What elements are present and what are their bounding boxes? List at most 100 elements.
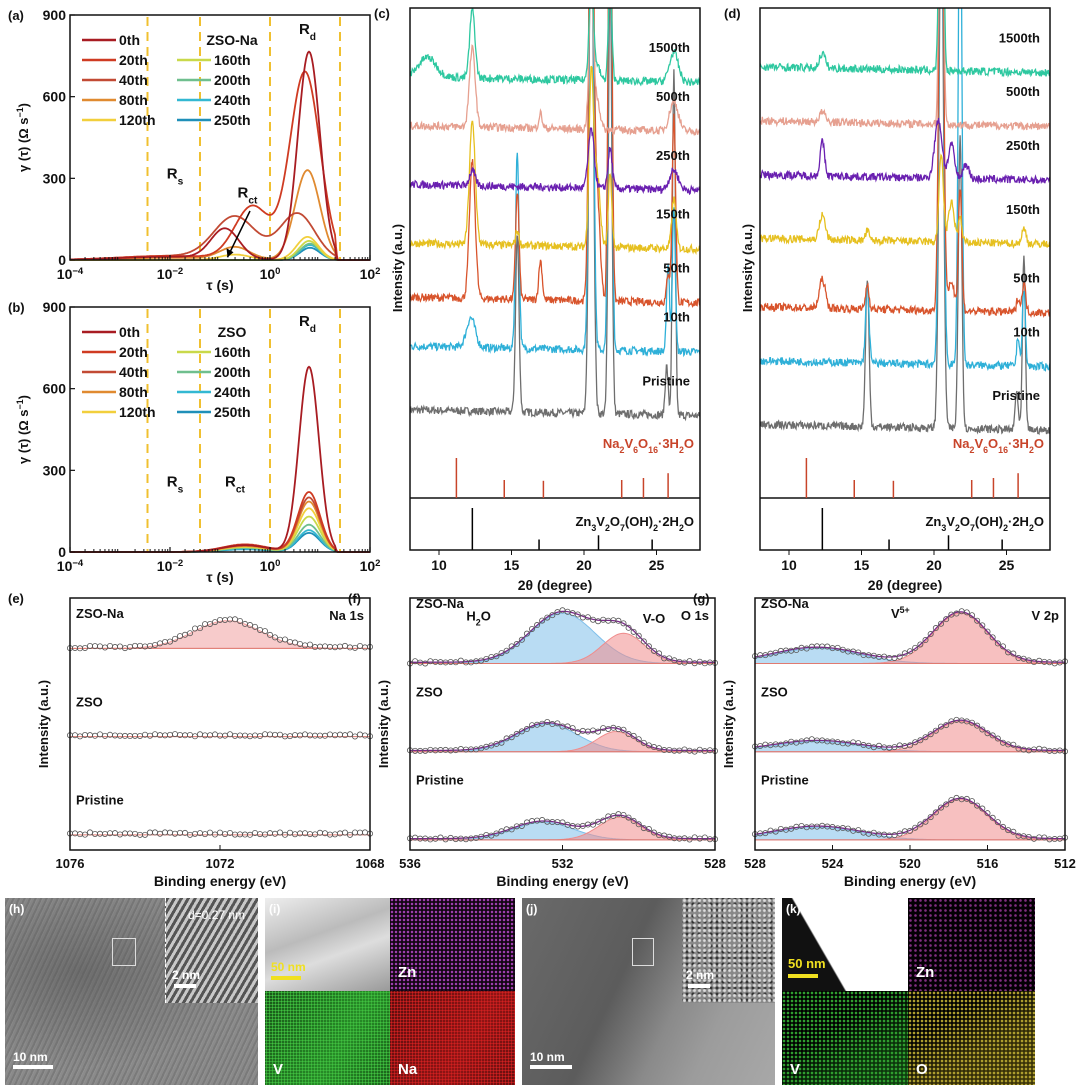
data-point xyxy=(932,625,939,632)
data-point xyxy=(291,831,298,838)
trace-label-10th: 10th xyxy=(1013,324,1040,339)
data-point xyxy=(136,732,143,739)
data-point xyxy=(943,801,950,808)
x-tick-label: 10−2 xyxy=(157,558,183,575)
xrd-trace-500th xyxy=(760,8,1050,131)
data-point xyxy=(625,814,632,821)
data-point xyxy=(102,830,109,837)
data-point xyxy=(483,655,490,662)
data-point xyxy=(645,826,652,833)
x-axis-label: Binding energy (eV) xyxy=(844,873,976,889)
region-label: Rct xyxy=(238,184,259,206)
trace-label-50th: 50th xyxy=(1013,270,1040,285)
y-axis-label: γ (τ) (Ω s−1) xyxy=(15,103,31,172)
scale-bar-k xyxy=(788,974,818,978)
peak-annotation: H2O xyxy=(466,609,490,628)
panel-label-k: (k) xyxy=(786,902,801,916)
series-line-0th xyxy=(69,50,370,261)
data-point xyxy=(600,817,607,824)
data-point xyxy=(917,821,924,828)
data-point xyxy=(221,831,228,838)
data-point xyxy=(845,825,852,832)
data-point xyxy=(437,834,444,841)
fit-envelope xyxy=(754,797,1065,840)
data-point xyxy=(656,745,663,752)
data-point xyxy=(201,732,208,739)
sample-label-ZSO-Na: ZSO-Na xyxy=(761,596,809,611)
data-point xyxy=(216,732,223,739)
hrtem-inset-h: d=0.27 nm 2 nm xyxy=(165,898,258,1003)
data-point xyxy=(870,829,877,836)
data-point xyxy=(907,827,914,834)
data-point xyxy=(834,644,841,651)
panel-label-h: (h) xyxy=(9,902,25,916)
y-axis-label: Intensity (a.u.) xyxy=(740,224,755,312)
data-point xyxy=(943,722,950,729)
data-point xyxy=(1020,655,1027,662)
trace-label-10th: 10th xyxy=(663,310,690,325)
data-point xyxy=(266,631,273,638)
data-point xyxy=(922,637,929,644)
x-tick-label: 15 xyxy=(854,557,870,573)
legend-label-200th: 200th xyxy=(214,364,251,380)
zoom-region-box xyxy=(112,938,136,966)
panel-label-e: (e) xyxy=(8,591,24,606)
data-point xyxy=(346,644,353,651)
data-point xyxy=(901,650,908,657)
x-tick-label: 25 xyxy=(649,557,665,573)
data-point xyxy=(518,728,525,735)
data-point xyxy=(151,829,158,836)
x-axis-label: τ (s) xyxy=(206,277,233,293)
data-point xyxy=(306,641,313,648)
data-point xyxy=(922,734,929,741)
data-point xyxy=(281,636,288,643)
x-tick-label: 15 xyxy=(504,557,520,573)
x-tick-label: 20 xyxy=(926,557,942,573)
legend-label-20th: 20th xyxy=(119,344,148,360)
data-point xyxy=(772,828,779,835)
data-point xyxy=(595,728,602,735)
data-point xyxy=(141,831,148,838)
data-point xyxy=(590,821,597,828)
map-label-o-k: O xyxy=(916,1061,928,1078)
hrtem-inset-j: 2 nm xyxy=(682,898,775,1003)
data-point xyxy=(554,609,561,616)
data-point xyxy=(932,809,939,816)
xrd-trace-500th xyxy=(410,8,700,137)
xrd-trace-1500th xyxy=(410,8,700,87)
data-point xyxy=(896,742,903,749)
panel-b: (b) 0 300 600 900 10−4 10−2 100 102 τ (s) γ (τ) (Ω… xyxy=(8,299,380,585)
data-point xyxy=(938,620,945,627)
x-tick-label: 520 xyxy=(899,856,921,871)
data-point xyxy=(590,727,597,734)
panel-label-j: (j) xyxy=(526,902,538,916)
region-label: Rct xyxy=(225,474,246,496)
data-point xyxy=(518,822,525,829)
x-tick-label: 516 xyxy=(977,856,999,871)
xrd-trace-50th xyxy=(760,8,1050,319)
data-point xyxy=(261,628,268,635)
data-point xyxy=(994,819,1001,826)
data-point xyxy=(917,737,924,744)
data-point xyxy=(824,643,831,650)
xrd-trace-150th xyxy=(410,65,700,256)
data-point xyxy=(640,638,647,645)
data-point xyxy=(938,804,945,811)
data-point xyxy=(620,620,627,627)
data-point xyxy=(1025,834,1032,841)
data-point xyxy=(351,733,358,740)
data-point xyxy=(1000,739,1007,746)
xrd-traces xyxy=(760,8,1050,436)
data-point xyxy=(498,739,505,746)
data-point xyxy=(122,732,129,739)
data-point xyxy=(246,622,253,629)
plot-frame-c xyxy=(409,7,701,551)
sample-label-ZSO: ZSO xyxy=(416,684,443,699)
data-point xyxy=(974,802,981,809)
data-point xyxy=(306,831,313,838)
xrd-trace-1500th xyxy=(760,8,1050,78)
data-point xyxy=(891,744,898,751)
x-tick-label: 25 xyxy=(999,557,1015,573)
x-tick-label: 20 xyxy=(576,557,592,573)
